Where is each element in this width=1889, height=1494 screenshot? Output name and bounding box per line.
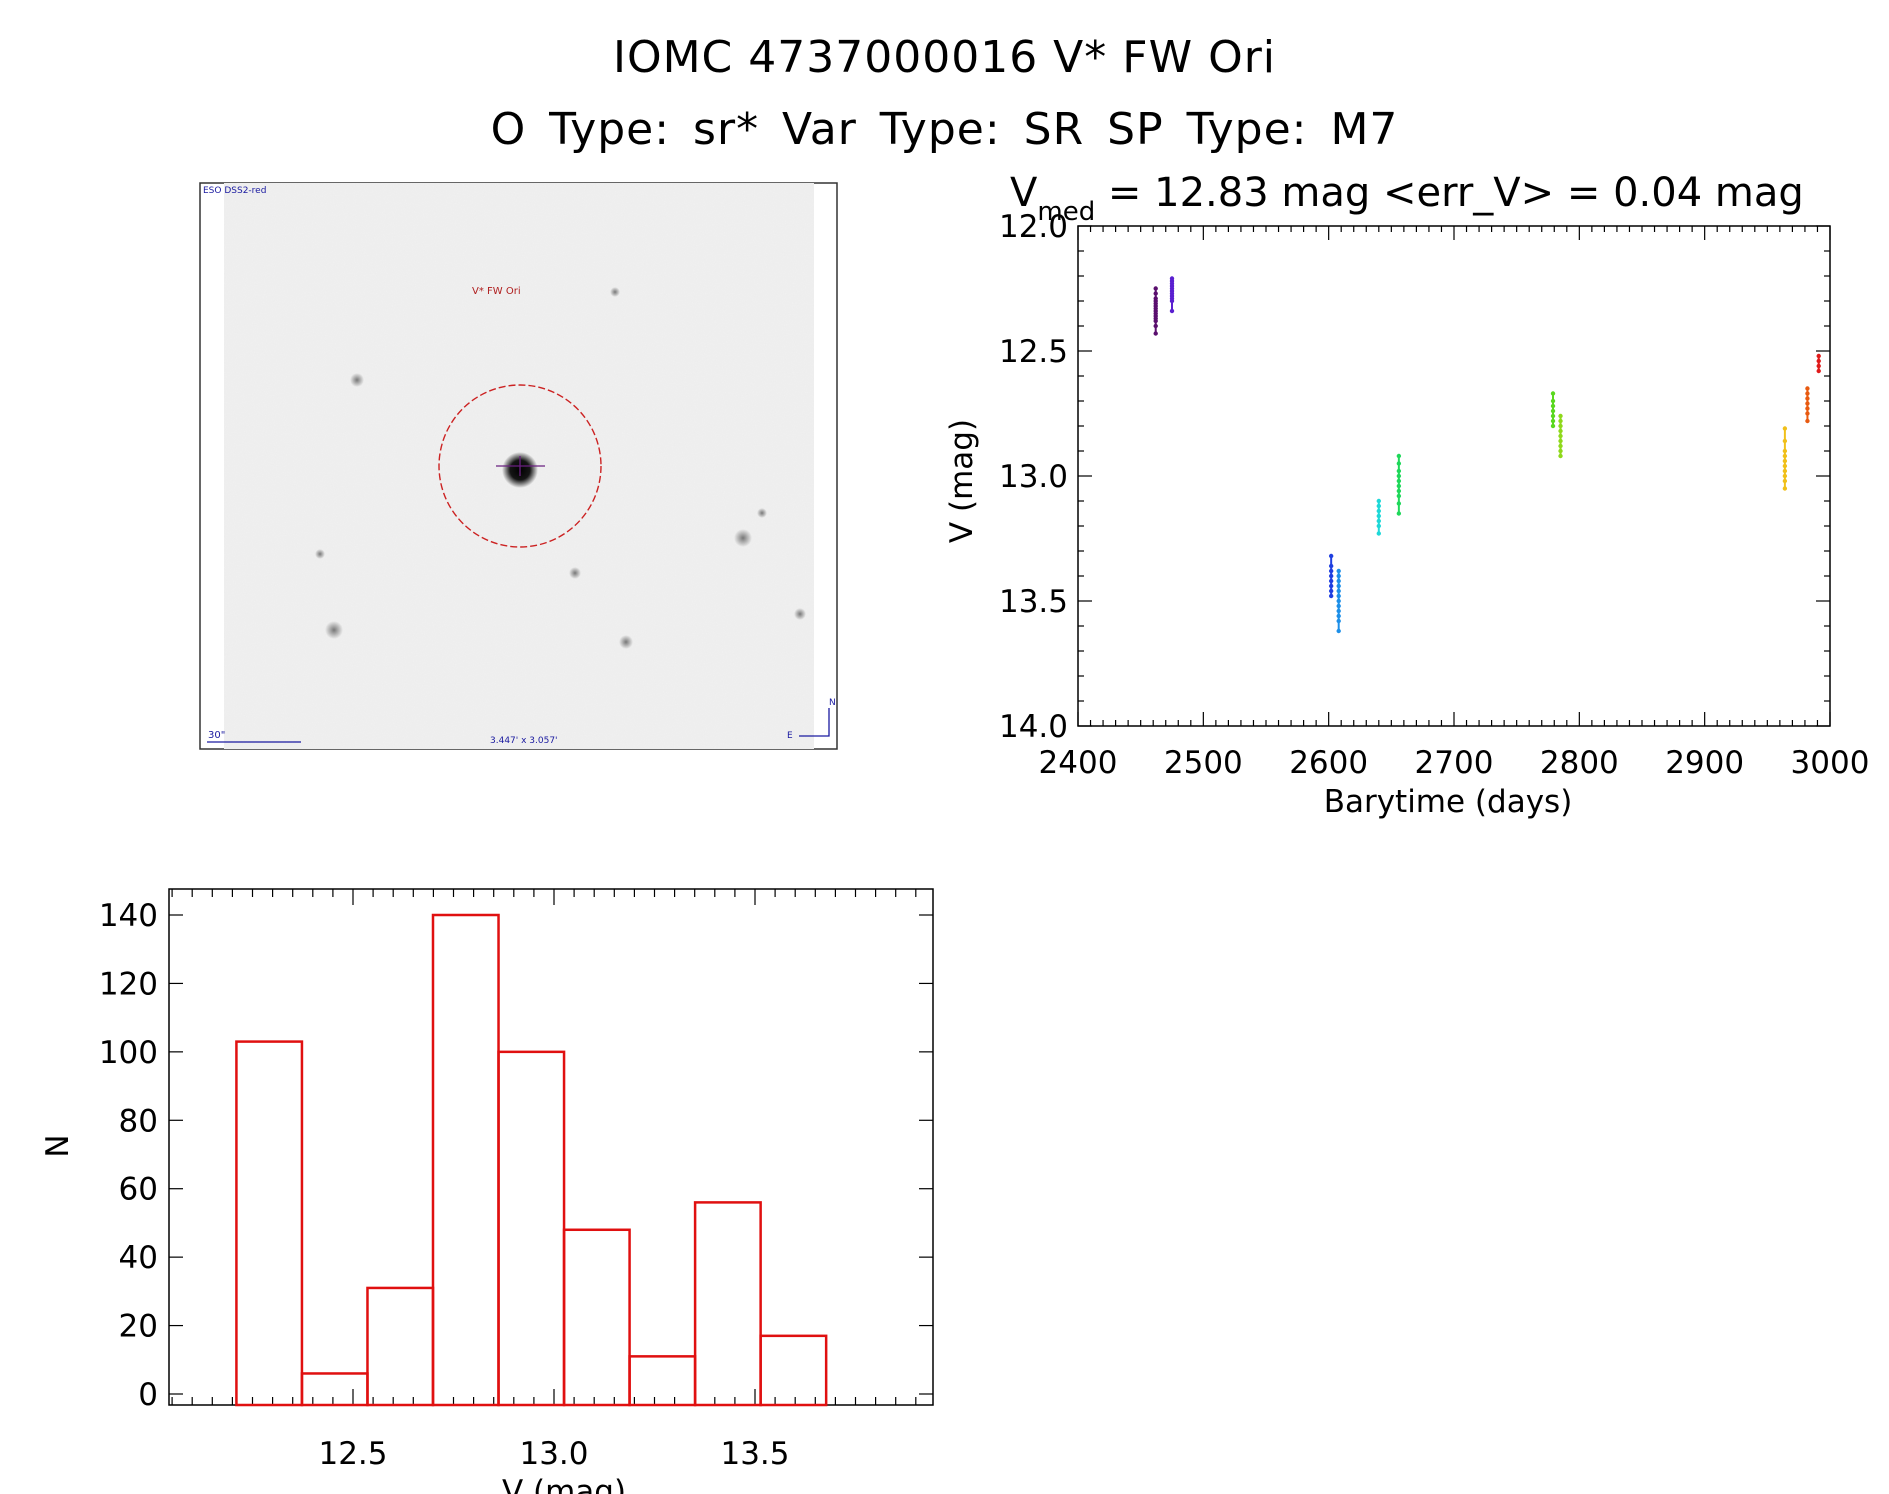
histogram-bar [497,1050,566,1407]
histogram-bar [235,1040,304,1407]
histogram-bar [628,1355,697,1407]
histogram-xlabel: V (mag) [502,1474,626,1494]
field-star [325,621,343,639]
fov-label: 3.447' x 3.057' [490,736,558,746]
scale-label: 30" [208,730,225,741]
light-curve-chart: Vmed = 12.83 mag <err_V> = 0.04 mag 2400… [944,170,1869,820]
field-star [734,529,752,547]
histogram-bar [366,1286,435,1407]
x-tick-label: 2500 [1164,745,1243,781]
y-tick-label: 60 [119,1172,158,1208]
field-star [350,373,364,387]
field-star [569,567,581,579]
page-subtitle: O Type: sr* Var Type: SR SP Type: M7 [490,104,1399,155]
page-title: IOMC 4737000016 V* FW Ori [612,32,1277,83]
x-tick-label: 2700 [1415,745,1494,781]
light-curve-ylabel: V (mag) [944,419,980,543]
x-tick-label: 13.0 [519,1436,588,1472]
target-circle [438,384,602,548]
field-star [619,635,633,649]
x-tick-label: 2600 [1289,745,1368,781]
y-tick-label: 120 [99,966,158,1002]
y-tick-label: 0 [138,1377,158,1413]
y-tick-label: 12.0 [999,209,1068,245]
y-tick-label: 20 [119,1309,158,1345]
field-star [610,287,620,297]
light-curve-xlabel: Barytime (days) [1324,784,1573,820]
y-tick-label: 100 [99,1035,158,1071]
light-curve-title: Vmed = 12.83 mag <err_V> = 0.04 mag [1010,170,1804,227]
y-tick-label: 13.5 [999,584,1068,620]
east-label: E [787,731,793,741]
y-tick-label: 140 [99,898,158,934]
x-tick-label: 2800 [1540,745,1619,781]
histogram-bar [693,1201,762,1407]
north-label: N [829,698,836,708]
field-star [315,549,325,559]
finder-image: ESO DSS2-red V* FW Ori 30" 3.447' x 3.05… [199,182,838,750]
x-tick-label: 12.5 [318,1436,387,1472]
x-tick-label: 2400 [1039,745,1118,781]
light-curve-frame [1077,225,1831,727]
y-tick-label: 13.0 [999,459,1068,495]
field-star [794,608,806,620]
field-star [757,508,767,518]
histogram-chart: 0 20 40 60 80 100 120 140 12.5 13.0 13.5 V (mag) N [40,888,934,1494]
histogram-bar [759,1334,828,1407]
histogram-frame [168,888,934,1406]
histogram-bar [562,1228,631,1407]
compass-arrows [799,708,830,737]
y-tick-label: 80 [119,1103,158,1139]
y-tick-label: 14.0 [999,709,1068,745]
y-tick-label: 12.5 [999,334,1068,370]
survey-label: ESO DSS2-red [203,186,266,196]
y-tick-label: 40 [119,1240,158,1276]
x-tick-label: 13.5 [720,1436,789,1472]
x-tick-label: 2900 [1665,745,1744,781]
object-label: V* FW Ori [472,286,521,297]
histogram-bar [431,913,500,1407]
histogram-bar [300,1372,369,1407]
histogram-ylabel: N [40,1134,76,1157]
x-tick-label: 3000 [1791,745,1870,781]
